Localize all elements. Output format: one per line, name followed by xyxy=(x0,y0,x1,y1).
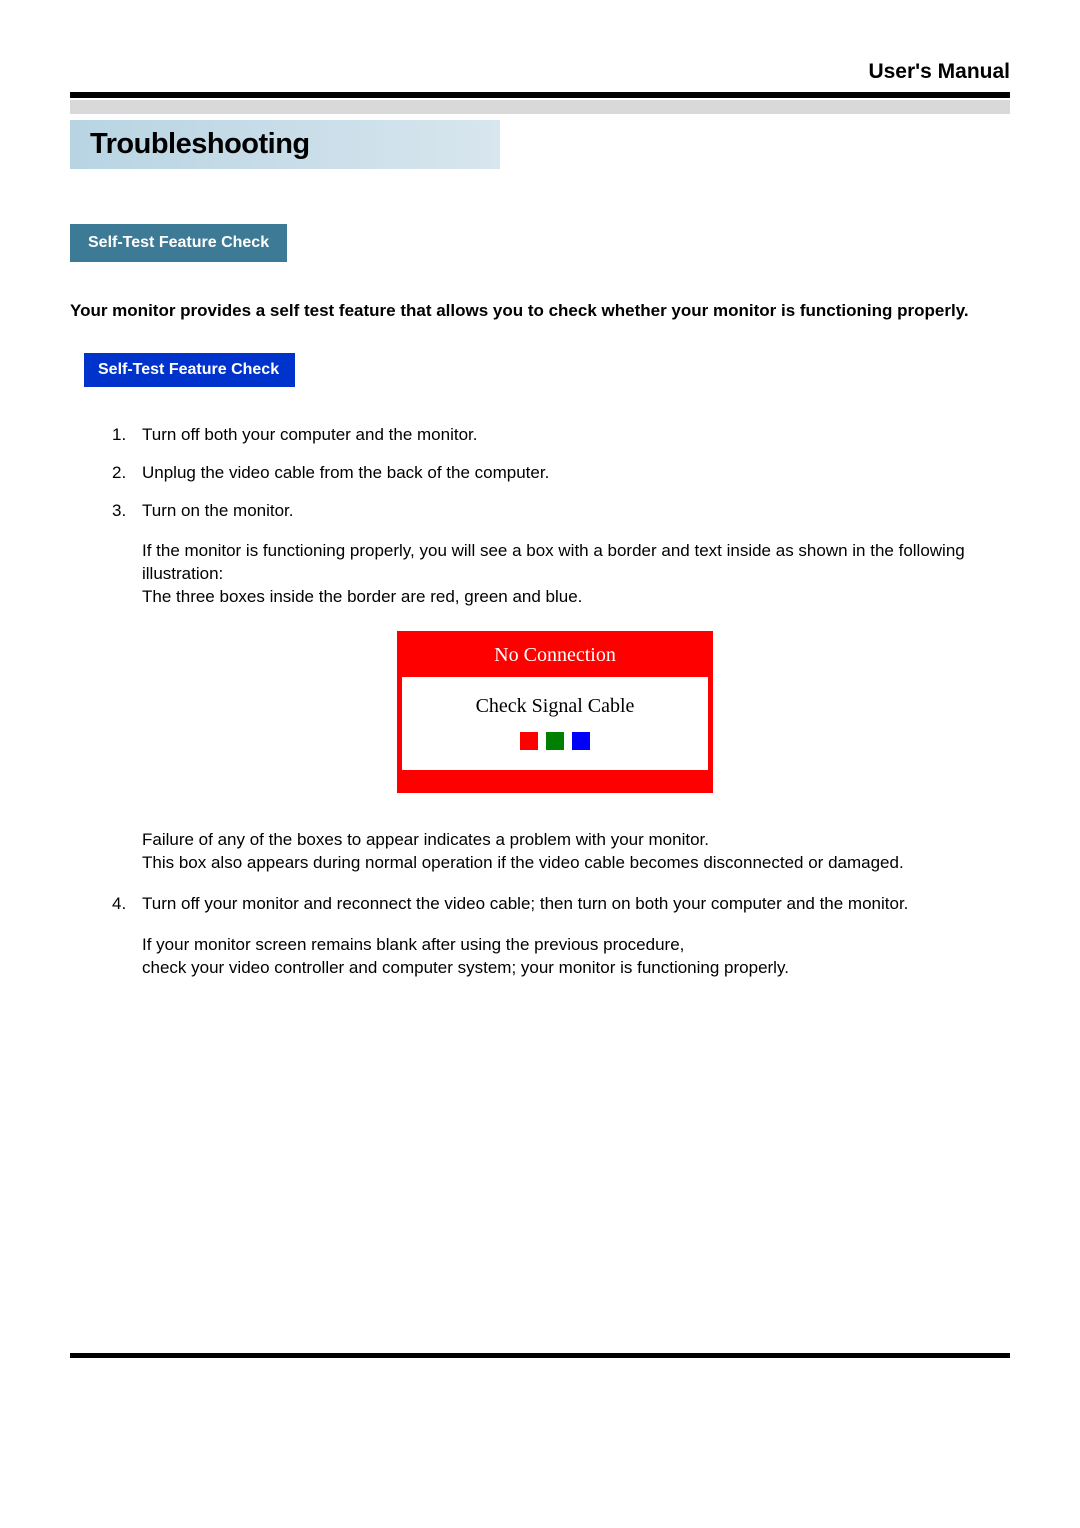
section-tag-primary: Self-Test Feature Check xyxy=(70,224,287,262)
diagram-body-text: Check Signal Cable xyxy=(402,695,708,718)
para-after-step4: If your monitor screen remains blank aft… xyxy=(142,934,1010,980)
para-after-step4-a: If your monitor screen remains blank aft… xyxy=(142,934,1010,957)
intro-text: Your monitor provides a self test featur… xyxy=(70,300,1010,323)
top-gray-bar xyxy=(70,100,1010,114)
para-after-step3: If the monitor is functioning properly, … xyxy=(142,540,1010,609)
para-after-diagram-b: This box also appears during normal oper… xyxy=(142,852,1010,875)
self-test-diagram: No Connection Check Signal Cable xyxy=(397,631,713,793)
diagram-header: No Connection xyxy=(402,636,708,677)
header-right-label: User's Manual xyxy=(70,60,1010,84)
para-after-step3-a: If the monitor is functioning properly, … xyxy=(142,540,1010,586)
steps-list: Turn off both your computer and the moni… xyxy=(100,423,1010,522)
para-after-diagram-a: Failure of any of the boxes to appear in… xyxy=(142,829,1010,852)
step-1: Turn off both your computer and the moni… xyxy=(100,423,1010,447)
top-rule xyxy=(70,92,1010,98)
page-title: Troubleshooting xyxy=(90,128,480,161)
bottom-rule xyxy=(70,1353,1010,1358)
section-tag-secondary: Self-Test Feature Check xyxy=(84,353,295,387)
diagram-wrap: No Connection Check Signal Cable xyxy=(100,631,1010,793)
color-box-green xyxy=(546,732,564,750)
para-after-step4-b: check your video controller and computer… xyxy=(142,957,1010,980)
para-after-step3-b: The three boxes inside the border are re… xyxy=(142,586,1010,609)
title-row: Troubleshooting xyxy=(70,120,1010,169)
diagram-footer xyxy=(402,770,708,788)
color-boxes xyxy=(402,732,708,750)
para-after-diagram: Failure of any of the boxes to appear in… xyxy=(142,829,1010,875)
step-2: Unplug the video cable from the back of … xyxy=(100,461,1010,485)
title-gradient: Troubleshooting xyxy=(70,120,500,169)
page: User's Manual Troubleshooting Self-Test … xyxy=(0,0,1080,1528)
color-box-red xyxy=(520,732,538,750)
diagram-body: Check Signal Cable xyxy=(402,677,708,770)
step-3: Turn on the monitor. xyxy=(100,499,1010,523)
step-4: Turn off your monitor and reconnect the … xyxy=(100,893,1010,916)
color-box-blue xyxy=(572,732,590,750)
content-block: Turn off both your computer and the moni… xyxy=(100,423,1010,980)
